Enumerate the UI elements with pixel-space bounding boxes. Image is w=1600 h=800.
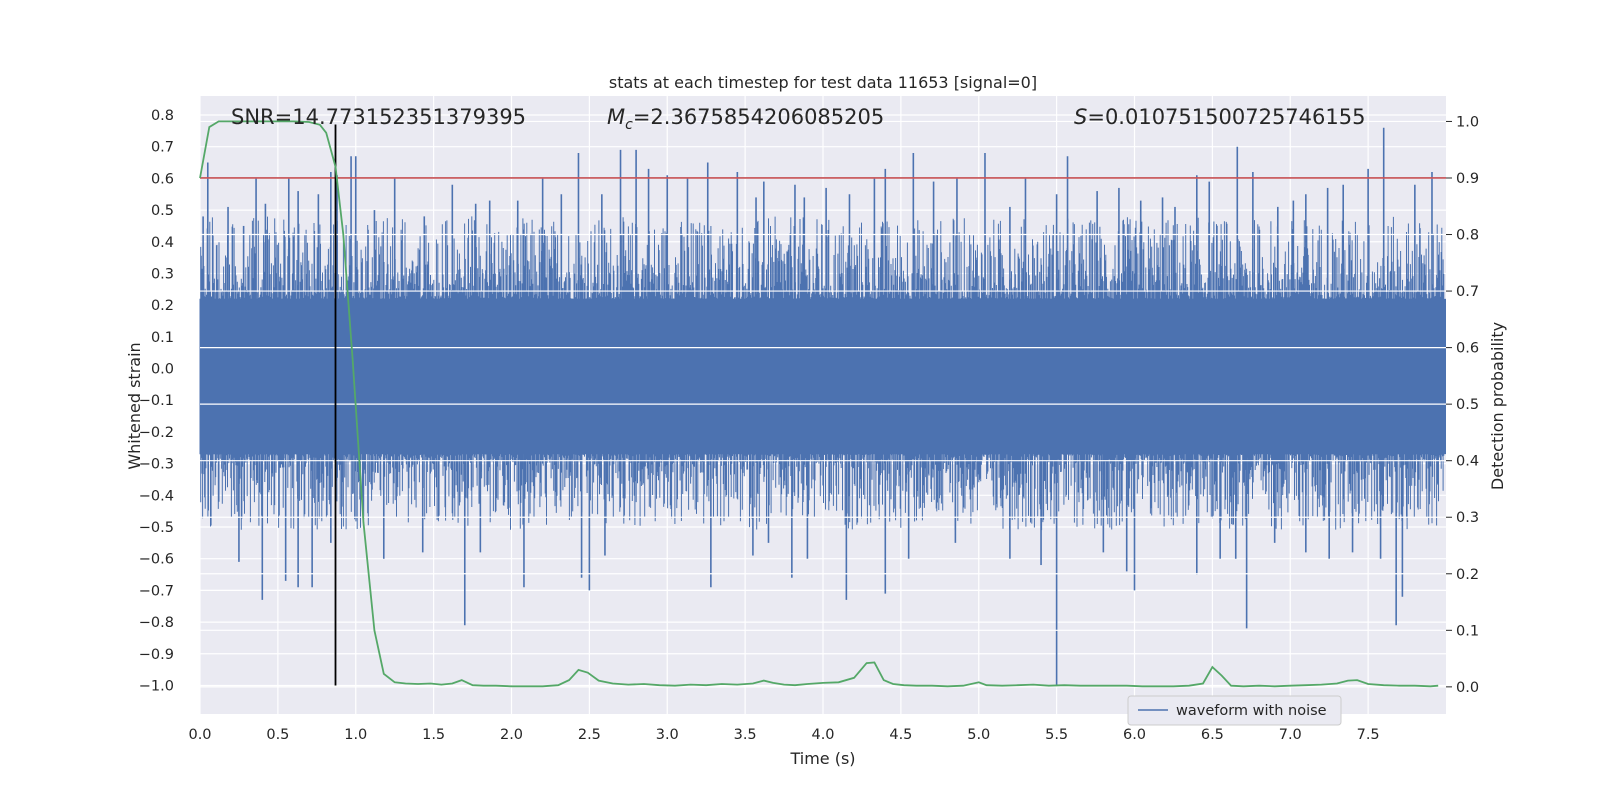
legend: waveform with noise bbox=[1127, 695, 1342, 726]
chart-title: stats at each timestep for test data 116… bbox=[609, 73, 1037, 92]
legend-label: waveform with noise bbox=[1176, 703, 1327, 719]
probability-line bbox=[199, 120, 1439, 688]
y-tick-label: −0.4 bbox=[139, 488, 174, 504]
y2-tick-label: 0.0 bbox=[1456, 680, 1479, 696]
waveform-series bbox=[199, 127, 1446, 686]
x-tick-label: 5.5 bbox=[1045, 727, 1068, 743]
y-tick-label: 0.0 bbox=[151, 362, 174, 378]
chirp-mass-value: =2.3675854206085205 bbox=[633, 105, 884, 129]
y-tick-label: −0.7 bbox=[139, 583, 174, 599]
y-tick-label: −0.1 bbox=[139, 393, 174, 409]
x-tick-label: 1.5 bbox=[422, 727, 445, 743]
x-tick-label: 4.0 bbox=[811, 727, 834, 743]
y-tick-label: −0.9 bbox=[139, 647, 174, 663]
y-tick-label: −1.0 bbox=[139, 678, 174, 694]
x-tick-label: 7.5 bbox=[1357, 727, 1380, 743]
y-tick-label: 0.3 bbox=[151, 266, 174, 282]
y-tick-label: −0.5 bbox=[139, 520, 174, 536]
y2-tick-label: 0.1 bbox=[1456, 623, 1479, 639]
y-tick-label: 0.5 bbox=[151, 203, 174, 219]
s-annotation: S=0.010751500725746155 bbox=[1074, 105, 1365, 129]
y2-tick-label: 1.0 bbox=[1456, 114, 1479, 130]
probability-series bbox=[199, 120, 1439, 688]
x-tick-label: 3.5 bbox=[734, 727, 757, 743]
y2-tick-label: 0.6 bbox=[1456, 341, 1479, 357]
y2-tick-label: 0.7 bbox=[1456, 284, 1479, 300]
y2-tick-label: 0.4 bbox=[1456, 454, 1479, 470]
y2-tick-label: 0.3 bbox=[1456, 510, 1479, 526]
x-tick-label: 4.5 bbox=[889, 727, 912, 743]
y-tick-label: −0.8 bbox=[139, 615, 174, 631]
overlay-lines bbox=[200, 124, 1446, 686]
y-tick-label: 0.4 bbox=[151, 235, 174, 251]
y-axis-label: Whitened strain bbox=[125, 342, 144, 469]
x-axis-label: Time (s) bbox=[789, 749, 855, 768]
chirp-mass-symbol: M bbox=[607, 105, 625, 129]
x-tick-label: 5.0 bbox=[967, 727, 990, 743]
chirp-mass-subscript: c bbox=[625, 117, 633, 133]
snr-annotation: SNR=14.773152351379395 bbox=[231, 105, 526, 129]
y-tick-label: 0.8 bbox=[151, 108, 174, 124]
y2-tick-label: 0.8 bbox=[1456, 228, 1479, 244]
x-tick-label: 0.5 bbox=[266, 727, 289, 743]
y-tick-label: 0.6 bbox=[151, 171, 174, 187]
x-tick-label: 2.5 bbox=[578, 727, 601, 743]
x-tick-label: 2.0 bbox=[500, 727, 523, 743]
tick-labels: 0.0 0.5 1.0 1.5 2.0 2.5 3.0 3.5 4.0 4.5 5.0 5.5 6.0 6… bbox=[139, 108, 1479, 743]
y-tick-label: −0.2 bbox=[139, 425, 174, 441]
y-tick-label: 0.7 bbox=[151, 140, 174, 156]
x-tick-label: 6.0 bbox=[1123, 727, 1146, 743]
y2-tick-label: 0.9 bbox=[1456, 171, 1479, 187]
y2-axis-label: Detection probability bbox=[1488, 322, 1507, 490]
x-tick-label: 0.0 bbox=[188, 727, 211, 743]
x-tick-label: 6.5 bbox=[1201, 727, 1224, 743]
y-tick-label: 0.1 bbox=[151, 330, 174, 346]
y-tick-label: −0.3 bbox=[139, 457, 174, 473]
y-tick-label: 0.2 bbox=[151, 298, 174, 314]
x-tick-label: 3.0 bbox=[656, 727, 679, 743]
waveform-trace bbox=[199, 216, 1445, 531]
y2-tick-label: 0.5 bbox=[1456, 397, 1479, 413]
s-value: =0.010751500725746155 bbox=[1087, 105, 1365, 129]
y-tick-label: −0.6 bbox=[139, 552, 174, 568]
s-symbol: S bbox=[1074, 105, 1087, 129]
x-tick-label: 1.0 bbox=[344, 727, 367, 743]
x-tick-label: 7.0 bbox=[1279, 727, 1302, 743]
chirp-mass-annotation: Mc=2.3675854206085205 bbox=[607, 105, 884, 133]
y2-tick-label: 0.2 bbox=[1456, 567, 1479, 583]
legend-box bbox=[1127, 695, 1342, 726]
